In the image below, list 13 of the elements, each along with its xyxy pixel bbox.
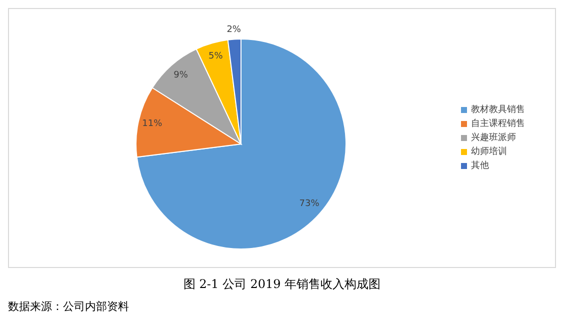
legend-label: 教材教具销售 [471,105,525,115]
text: 图 2-1 公司 2019 年销售收入构成图 [182,276,382,293]
legend-label: 兴趣班派师 [471,133,516,143]
data-label: 11% [142,119,163,130]
legend-label: 其他 [471,161,489,171]
data-label: 5% [208,52,224,62]
pie-slice [136,38,346,250]
legend-label: 自主课程销售 [471,119,525,129]
data-label: 73% [299,199,320,210]
data-label: 9% [174,70,188,81]
legend-label: 幼师培训 [471,147,507,157]
source-note: 数据来源：公司内部资料 [8,299,130,314]
data-label: 2% [226,25,242,36]
